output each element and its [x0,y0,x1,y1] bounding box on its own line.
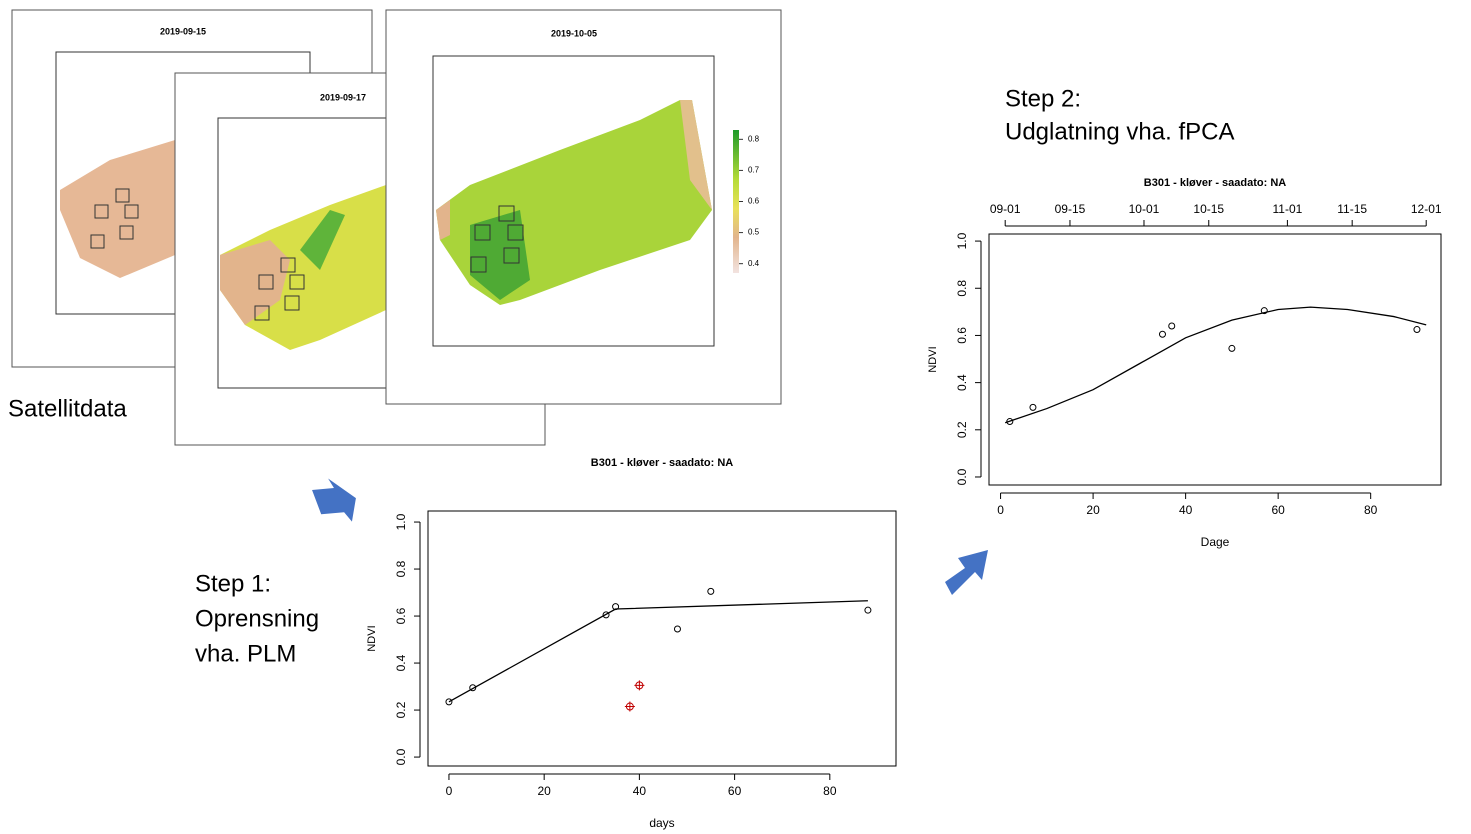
label: Satellitdata [8,395,127,422]
y-tick-label: 0.6 [955,327,969,344]
y-tick-label: 0.0 [394,748,408,765]
fit-line [449,601,868,702]
x-tick-label: 20 [1086,503,1100,517]
label: Oprensning [195,605,319,632]
map-panel: 2019-10-05 [386,10,781,404]
colorbar-label: 0.7 [748,166,760,175]
data-point [1414,327,1420,333]
data-point [674,626,680,632]
label: vha. PLM [195,640,296,667]
x-axis-label: days [649,816,674,830]
data-point [1169,323,1175,329]
arrow [945,550,988,595]
slide: 2019-09-15 2019-09-17 2019-10-05 Satelli… [0,0,1471,834]
x2-tick-label: 10-15 [1193,202,1224,216]
x2-tick-label: 11-15 [1337,202,1367,216]
x-tick-label: 0 [446,784,453,798]
y-tick-label: 0.0 [955,468,969,485]
y-tick-label: 0.4 [394,654,408,671]
x-tick-label: 20 [537,784,551,798]
outlier-cross [625,702,635,712]
page: 2019-09-15 2019-09-17 2019-10-05 Satelli… [0,0,1471,834]
map-title: 2019-10-05 [551,28,597,38]
data-point [1030,404,1036,410]
outlier-point [625,702,635,712]
plot-frame [428,511,896,766]
chart-title: B301 - kløver - saadato: NA [1144,177,1286,189]
label: Udglatning vha. fPCA [1005,118,1234,145]
x2-tick-label: 12-01 [1411,202,1442,216]
x-tick-label: 60 [728,784,742,798]
x2-tick-label: 09-15 [1055,202,1086,216]
x-tick-label: 80 [1364,503,1378,517]
y-tick-label: 0.2 [394,701,408,718]
plot-frame [989,234,1441,485]
x2-tick-label: 09-01 [990,202,1021,216]
map-title: 2019-09-15 [160,26,206,36]
x-tick-label: 60 [1271,503,1285,517]
y-axis-label: NDVI [927,346,939,372]
y-tick-label: 0.2 [955,421,969,438]
data-point [1229,345,1235,351]
y-tick-label: 0.8 [394,560,408,577]
colorbar [733,130,739,273]
fit-line [1005,307,1426,423]
colorbar-label: 0.6 [748,197,760,206]
x2-tick-label: 10-01 [1129,202,1160,216]
label: Step 2: [1005,85,1081,112]
chart-title: B301 - kløver - saadato: NA [591,457,733,469]
data-point [708,588,714,594]
y-tick-label: 1.0 [394,513,408,530]
y-axis-label: NDVI [366,625,378,651]
x-tick-label: 80 [823,784,837,798]
y-tick-label: 0.6 [394,607,408,624]
colorbar-label: 0.4 [748,259,760,268]
colorbar-label: 0.5 [748,228,760,237]
x-tick-label: 0 [997,503,1004,517]
y-tick-label: 0.8 [955,280,969,297]
arrow [311,476,358,525]
x-axis-label: Dage [1201,535,1230,549]
label: Step 1: [195,570,271,597]
x2-tick-label: 11-01 [1272,202,1302,216]
outlier-point [634,680,644,690]
y-tick-label: 1.0 [955,232,969,249]
y-tick-label: 0.4 [955,374,969,391]
x-tick-label: 40 [1179,503,1193,517]
data-point [1159,331,1165,337]
x-tick-label: 40 [633,784,647,798]
outlier-cross [634,680,644,690]
map-title: 2019-09-17 [320,92,366,102]
data-point [865,607,871,613]
colorbar-label: 0.8 [748,134,760,143]
